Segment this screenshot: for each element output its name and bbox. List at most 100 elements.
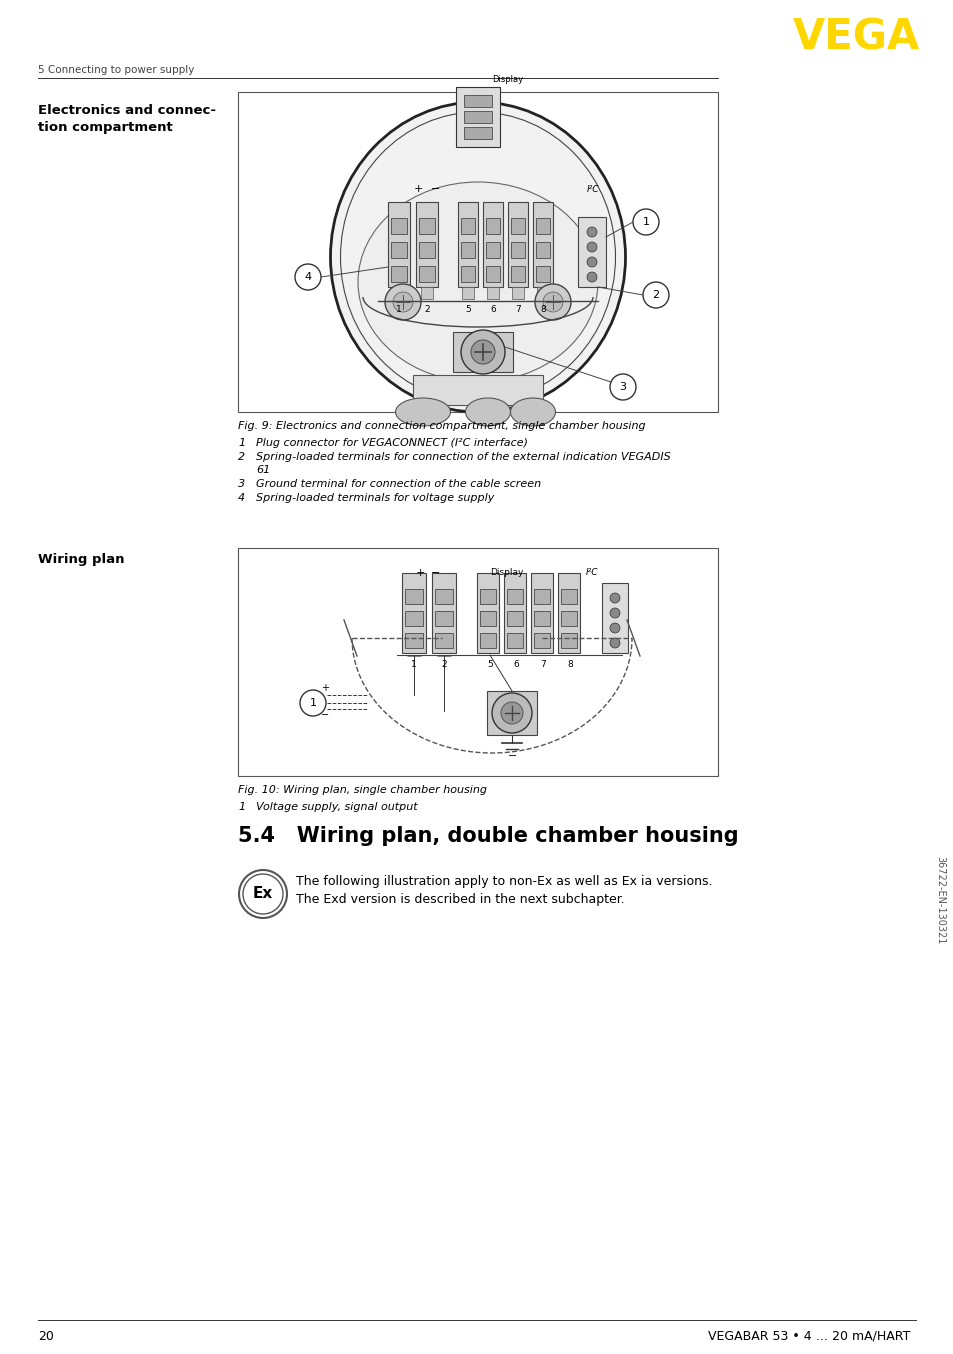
Bar xyxy=(511,218,524,234)
Bar xyxy=(457,202,477,287)
Bar xyxy=(536,265,550,282)
Bar xyxy=(601,584,627,653)
Circle shape xyxy=(471,340,495,364)
Text: 3: 3 xyxy=(237,479,245,489)
Text: +: + xyxy=(415,567,424,578)
Text: VEGABAR 53 • 4 … 20 mA/HART: VEGABAR 53 • 4 … 20 mA/HART xyxy=(707,1330,909,1343)
Bar xyxy=(456,87,499,148)
Circle shape xyxy=(299,691,326,716)
Text: Ex: Ex xyxy=(253,887,273,902)
Text: 1: 1 xyxy=(309,699,316,708)
Text: I²C: I²C xyxy=(585,569,598,578)
Bar xyxy=(405,589,422,604)
Text: 6: 6 xyxy=(513,661,518,669)
Circle shape xyxy=(492,693,532,733)
Circle shape xyxy=(609,638,619,649)
Bar xyxy=(534,611,550,626)
Text: −: − xyxy=(431,184,440,194)
Bar xyxy=(420,287,433,299)
Bar xyxy=(460,265,475,282)
Text: 2: 2 xyxy=(424,305,430,314)
Bar xyxy=(476,573,498,653)
Text: 2: 2 xyxy=(237,452,245,462)
Bar xyxy=(482,202,502,287)
Bar xyxy=(485,242,499,259)
Bar xyxy=(506,611,522,626)
Bar xyxy=(432,573,456,653)
Bar xyxy=(435,634,453,649)
Bar xyxy=(506,589,522,604)
Bar xyxy=(391,218,407,234)
Text: Display: Display xyxy=(490,569,523,578)
Text: 2: 2 xyxy=(440,661,446,669)
Circle shape xyxy=(642,282,668,307)
Bar xyxy=(485,265,499,282)
Text: 61: 61 xyxy=(255,464,270,475)
Text: tion compartment: tion compartment xyxy=(38,121,172,134)
Bar xyxy=(479,611,496,626)
Text: 7: 7 xyxy=(515,305,520,314)
Text: 5: 5 xyxy=(465,305,471,314)
Ellipse shape xyxy=(357,181,598,382)
Circle shape xyxy=(586,242,597,252)
Bar xyxy=(507,202,527,287)
Text: 8: 8 xyxy=(566,661,572,669)
Text: Voltage supply, signal output: Voltage supply, signal output xyxy=(255,802,417,812)
Text: VEGA: VEGA xyxy=(792,18,919,60)
Circle shape xyxy=(243,873,283,914)
Bar xyxy=(511,265,524,282)
Text: 1: 1 xyxy=(641,217,649,227)
Bar xyxy=(578,217,605,287)
Circle shape xyxy=(609,623,619,634)
Circle shape xyxy=(586,227,597,237)
Circle shape xyxy=(586,257,597,267)
Text: 7: 7 xyxy=(539,661,545,669)
Circle shape xyxy=(460,330,504,374)
Circle shape xyxy=(239,871,287,918)
Bar xyxy=(418,265,435,282)
Bar xyxy=(401,573,426,653)
Text: 1: 1 xyxy=(411,661,416,669)
Bar xyxy=(485,218,499,234)
Bar xyxy=(418,242,435,259)
Text: Ground terminal for connection of the cable screen: Ground terminal for connection of the ca… xyxy=(255,479,540,489)
Text: 4: 4 xyxy=(237,493,245,502)
Bar xyxy=(479,634,496,649)
Bar xyxy=(463,95,492,107)
Text: Plug connector for VEGACONNECT (I²C interface): Plug connector for VEGACONNECT (I²C inte… xyxy=(255,437,527,448)
Bar xyxy=(560,634,577,649)
Bar xyxy=(393,287,405,299)
Bar xyxy=(506,634,522,649)
Text: 8: 8 xyxy=(539,305,545,314)
Bar xyxy=(558,573,579,653)
Bar xyxy=(534,634,550,649)
Bar xyxy=(463,127,492,139)
Ellipse shape xyxy=(465,398,510,427)
Text: Electronics and connec-: Electronics and connec- xyxy=(38,103,215,116)
Text: Fig. 10: Wiring plan, single chamber housing: Fig. 10: Wiring plan, single chamber hou… xyxy=(237,785,486,795)
Text: 1: 1 xyxy=(395,305,401,314)
Bar xyxy=(435,589,453,604)
Text: I²C: I²C xyxy=(586,184,598,194)
Ellipse shape xyxy=(330,102,625,412)
Circle shape xyxy=(542,292,562,311)
Text: Spring-loaded terminals for voltage supply: Spring-loaded terminals for voltage supp… xyxy=(255,493,494,502)
Bar xyxy=(453,332,513,372)
Text: Fig. 9: Electronics and connection compartment, single chamber housing: Fig. 9: Electronics and connection compa… xyxy=(237,421,645,431)
Bar xyxy=(463,111,492,123)
Bar xyxy=(560,611,577,626)
Text: 1: 1 xyxy=(237,802,245,812)
Bar xyxy=(479,589,496,604)
Circle shape xyxy=(535,284,571,320)
Bar xyxy=(413,375,542,405)
Text: 3: 3 xyxy=(618,382,626,393)
Text: +: + xyxy=(320,682,329,693)
Circle shape xyxy=(586,272,597,282)
Bar xyxy=(391,265,407,282)
Text: Wiring plan: Wiring plan xyxy=(38,554,125,566)
Circle shape xyxy=(294,264,320,290)
Text: −: − xyxy=(320,709,329,720)
Bar xyxy=(237,92,718,412)
Bar xyxy=(537,287,548,299)
Circle shape xyxy=(609,374,636,399)
